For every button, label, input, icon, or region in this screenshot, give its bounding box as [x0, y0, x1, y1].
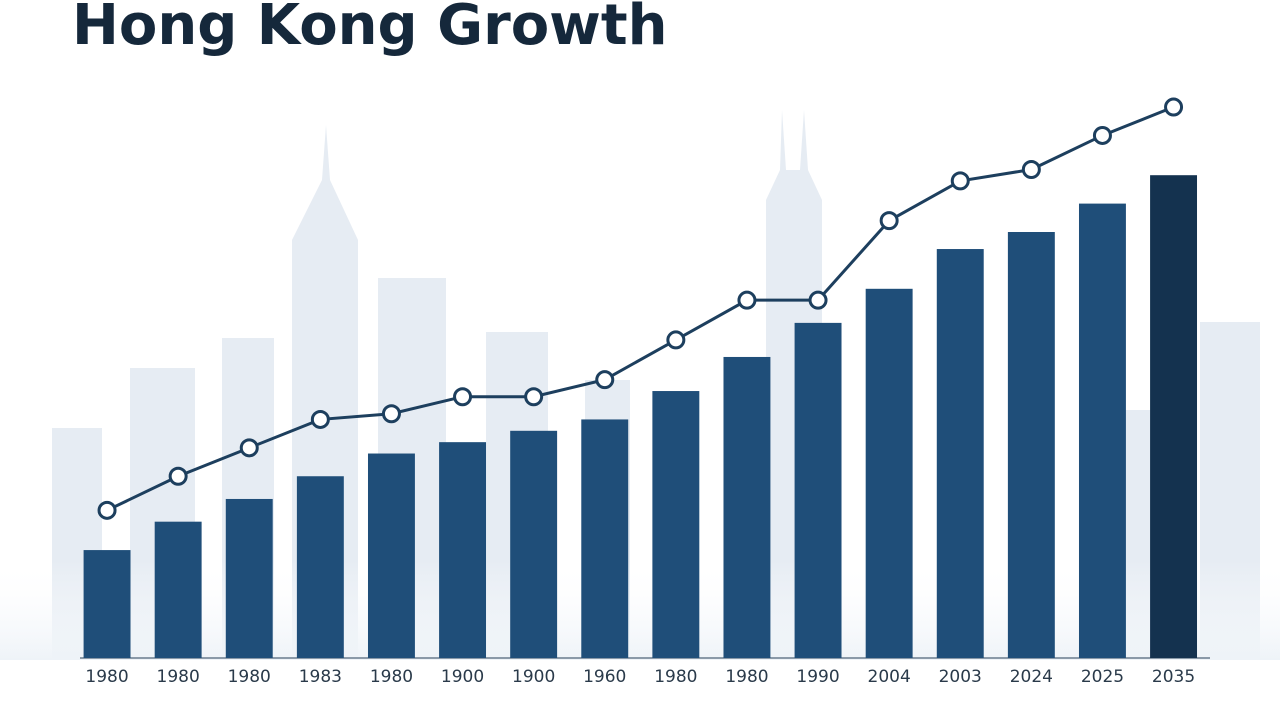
line-marker [453, 387, 473, 407]
line-marker [524, 387, 544, 407]
bar [154, 521, 202, 658]
bar [652, 391, 700, 658]
bar [439, 442, 487, 658]
x-tick-label: 1990 [796, 667, 839, 687]
line-marker [310, 409, 330, 429]
x-tick-label: 1980 [654, 667, 697, 687]
bar [723, 356, 771, 658]
line-marker [666, 330, 686, 350]
bar [1150, 175, 1198, 658]
bar [936, 249, 984, 659]
x-tick-label: 2003 [939, 667, 982, 687]
x-tick-label: 2004 [868, 667, 911, 687]
line-marker [879, 211, 899, 231]
line-marker [1021, 160, 1041, 180]
x-tick-label: 1960 [583, 667, 626, 687]
line [106, 105, 1175, 512]
x-tick-label: 1980 [85, 667, 128, 687]
line-marker [168, 466, 188, 486]
x-tick-label: 2025 [1081, 667, 1124, 687]
line-marker [381, 404, 401, 424]
x-tick-label: 1980 [157, 667, 200, 687]
bar [367, 453, 415, 658]
line-marker [950, 171, 970, 191]
bar [581, 419, 629, 658]
bar [510, 430, 558, 658]
x-tick-label: 1900 [512, 667, 555, 687]
bar [296, 476, 344, 658]
x-tick-label: 1980 [228, 667, 271, 687]
x-tick-label: 1980 [725, 667, 768, 687]
x-tick-label: 2024 [1010, 667, 1053, 687]
line-marker [239, 438, 259, 458]
x-tick-label: 1980 [370, 667, 413, 687]
line-marker [1164, 97, 1184, 117]
line-marker [595, 370, 615, 390]
bar [794, 322, 842, 658]
x-tick-label: 1900 [441, 667, 484, 687]
line-marker [97, 500, 117, 520]
line-marker [737, 290, 757, 310]
bar [1078, 203, 1126, 658]
bar [865, 288, 913, 658]
chart-title: Hong Kong Growth [72, 0, 668, 58]
bar [83, 550, 131, 658]
line-marker [1092, 125, 1112, 145]
bar [1007, 232, 1055, 658]
line-marker [808, 290, 828, 310]
bar [225, 498, 273, 658]
x-tick-label: 1983 [299, 667, 342, 687]
x-tick-label: 2035 [1152, 667, 1195, 687]
